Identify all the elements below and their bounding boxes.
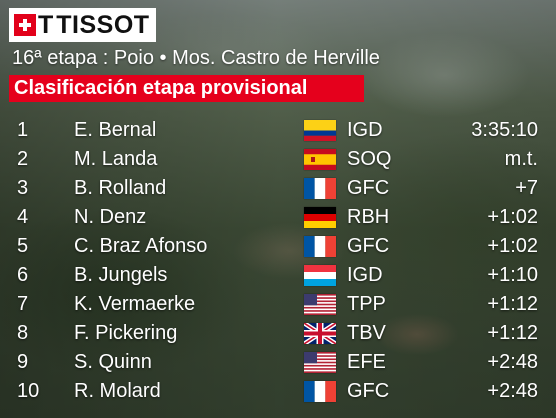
rider-time: m.t.: [504, 148, 538, 170]
result-row: 8 F. Pickering TBV +1:12: [0, 319, 556, 348]
team-code: EFE: [347, 351, 386, 373]
result-row: 5 C. Braz Afonso GFC +1:02: [0, 232, 556, 261]
france-flag: [304, 236, 336, 257]
rider-position: 5: [17, 235, 29, 257]
result-row: 2 M. Landa SOQ m.t.: [0, 145, 556, 174]
tissot-logo: T TISSOT: [9, 8, 156, 42]
team-code: IGD: [347, 264, 383, 286]
usa-flag: [304, 294, 336, 315]
rider-name: C. Braz Afonso: [74, 235, 208, 257]
rider-time: +1:10: [487, 264, 538, 286]
team-code: SOQ: [347, 148, 392, 170]
team-code: GFC: [347, 380, 390, 402]
classification-banner: Clasificación etapa provisional: [9, 75, 364, 102]
france-flag: [304, 381, 336, 402]
result-row: 1 E. Bernal IGD 3:35:10: [0, 116, 556, 145]
rider-position: 7: [17, 293, 29, 315]
rider-name: B. Jungels: [74, 264, 168, 286]
rider-position: 2: [17, 148, 29, 170]
rider-position: 4: [17, 206, 29, 228]
result-row: 6 B. Jungels IGD +1:10: [0, 261, 556, 290]
team-code: IGD: [347, 119, 383, 141]
rider-position: 1: [17, 119, 29, 141]
rider-position: 3: [17, 177, 29, 199]
team-code: GFC: [347, 177, 390, 199]
rider-name: R. Molard: [74, 380, 161, 402]
rider-name: K. Vermaerke: [74, 293, 196, 315]
rider-position: 8: [17, 322, 29, 344]
rider-position: 9: [17, 351, 29, 373]
result-row: 9 S. Quinn EFE +2:48: [0, 348, 556, 377]
team-code: TPP: [347, 293, 386, 315]
spain-flag: [304, 149, 336, 170]
rider-time: +1:12: [487, 293, 538, 315]
united-kingdom-flag: [304, 323, 336, 344]
result-row: 3 B. Rolland GFC +7: [0, 174, 556, 203]
rider-name: B. Rolland: [74, 177, 167, 199]
rider-name: F. Pickering: [74, 322, 178, 344]
result-row: 7 K. Vermaerke TPP +1:12: [0, 290, 556, 319]
rider-position: 6: [17, 264, 29, 286]
team-code: TBV: [347, 322, 386, 344]
rider-time: +1:02: [487, 235, 538, 257]
rider-position: 10: [17, 380, 40, 402]
rider-name: N. Denz: [74, 206, 147, 228]
france-flag: [304, 178, 336, 199]
rider-time: +7: [515, 177, 538, 199]
stage-title: 16ª etapa : Poio • Mos. Castro de Hervil…: [12, 47, 380, 69]
usa-flag: [304, 352, 336, 373]
rider-time: +1:12: [487, 322, 538, 344]
rider-name: E. Bernal: [74, 119, 157, 141]
rider-name: S. Quinn: [74, 351, 152, 373]
colombia-flag: [304, 120, 336, 141]
classification-label: Clasificación etapa provisional: [14, 77, 308, 99]
swiss-cross-icon: [14, 14, 36, 36]
results-table: 1 E. Bernal IGD 3:35:10 2 M. Landa SOQ m.t. 3 B. …: [0, 116, 556, 406]
rider-time: +1:02: [487, 206, 538, 228]
germany-flag: [304, 207, 336, 228]
rider-time: +2:48: [487, 351, 538, 373]
rider-name: M. Landa: [74, 148, 158, 170]
result-row: 10 R. Molard GFC +2:48: [0, 377, 556, 406]
logo-wordmark: TISSOT: [56, 10, 150, 39]
luxembourg-flag: [304, 265, 336, 286]
result-row: 4 N. Denz RBH +1:02: [0, 203, 556, 232]
team-code: RBH: [347, 206, 390, 228]
rider-time: 3:35:10: [471, 119, 538, 141]
logo-t: T: [38, 10, 54, 39]
team-code: GFC: [347, 235, 390, 257]
rider-time: +2:48: [487, 380, 538, 402]
